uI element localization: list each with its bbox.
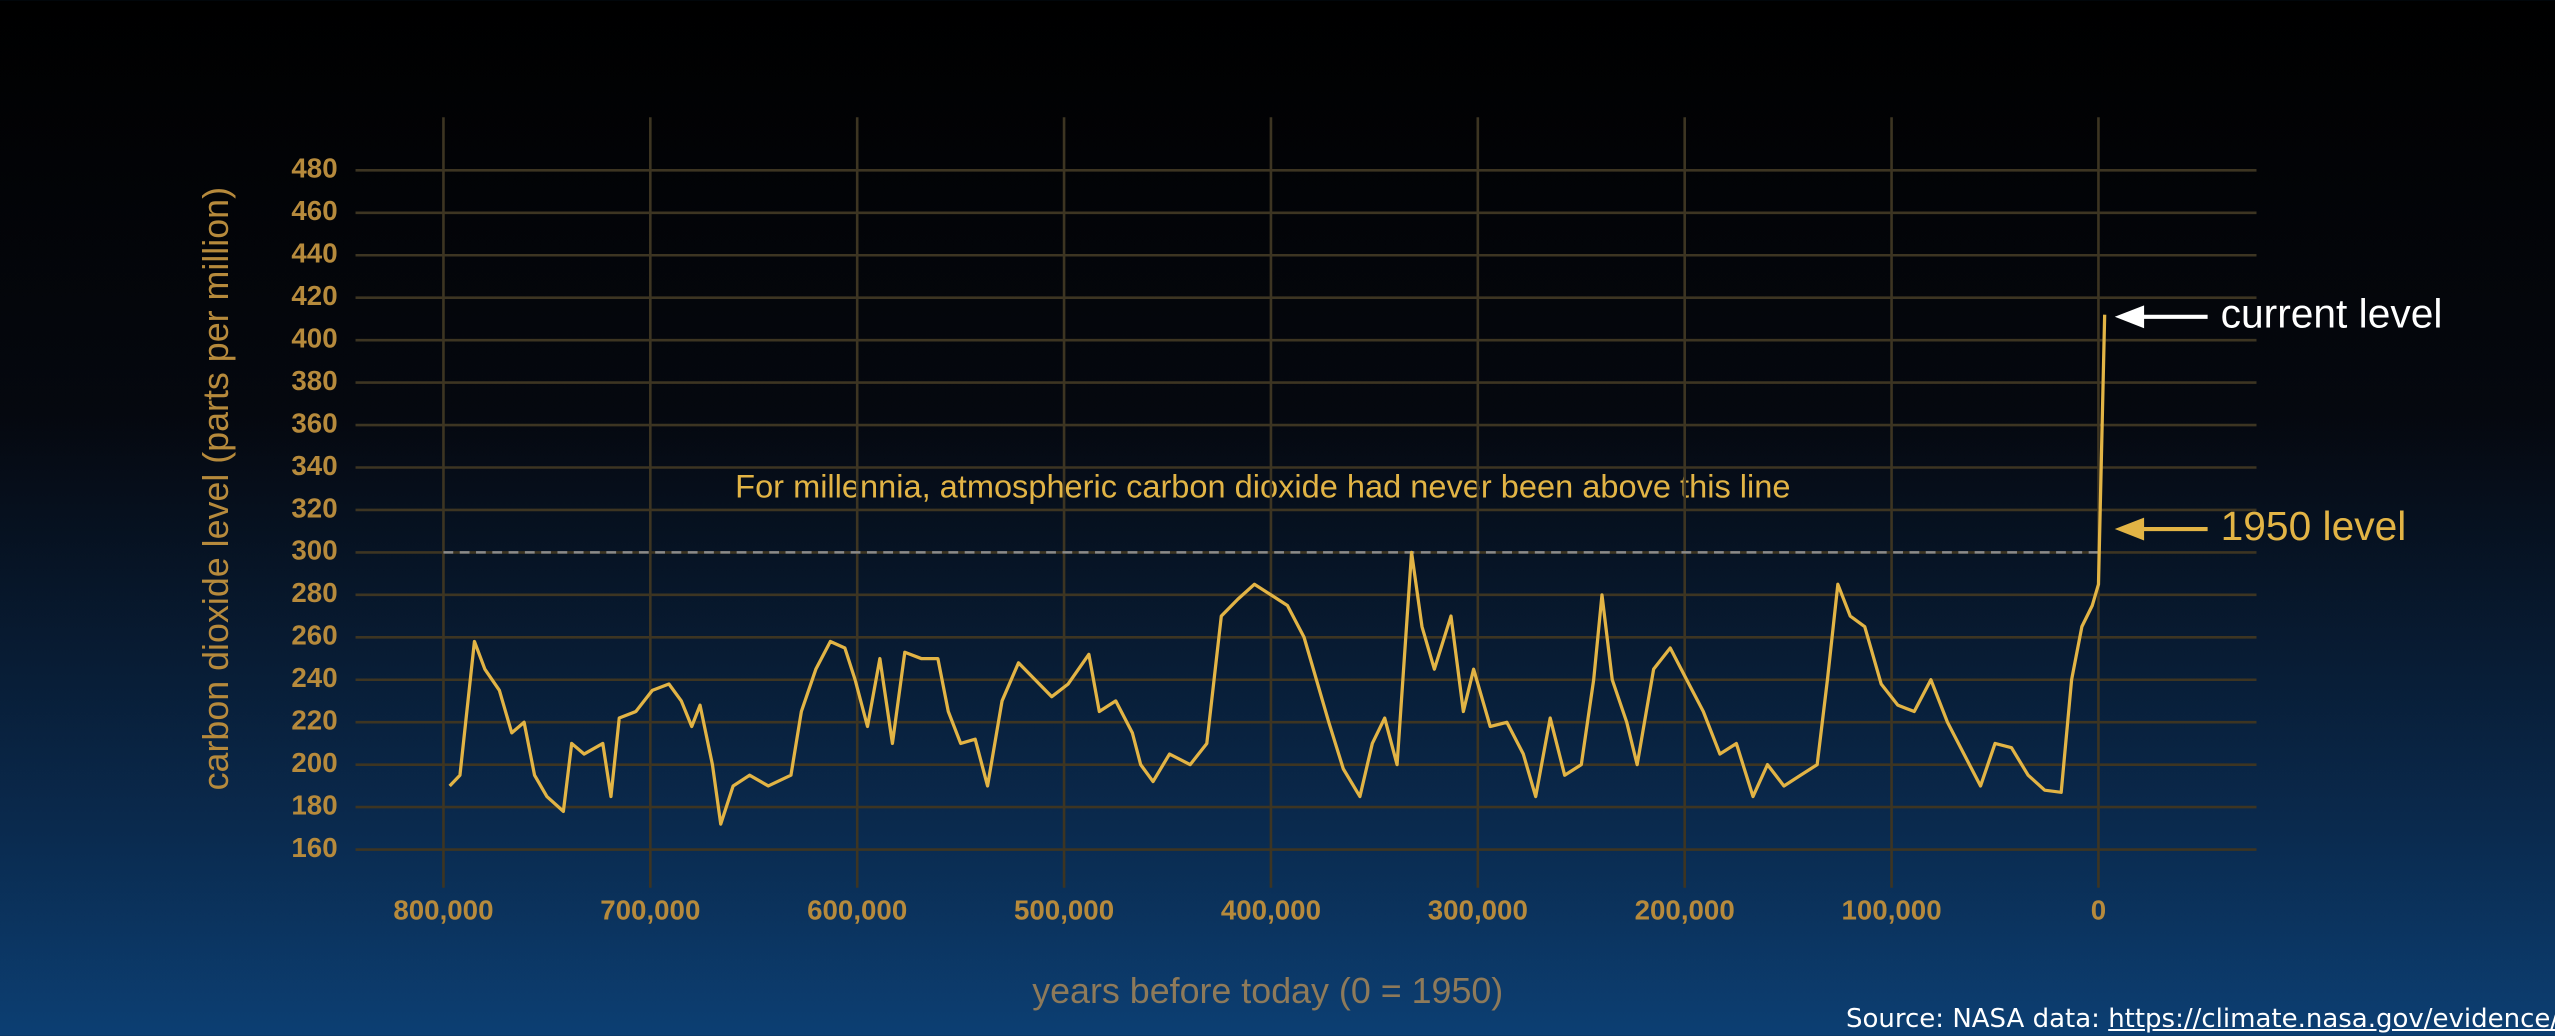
x-tick-label: 800,000 bbox=[393, 895, 493, 926]
y-tick-label: 460 bbox=[291, 195, 337, 226]
y-tick-label: 280 bbox=[291, 577, 337, 608]
y-tick-label: 320 bbox=[291, 492, 337, 523]
y-tick-label: 360 bbox=[291, 407, 337, 438]
y-tick-label: 440 bbox=[291, 238, 337, 269]
source-link[interactable]: https://climate.nasa.gov/evidence/ bbox=[2108, 1004, 2555, 1034]
x-axis-label: years before today (0 = 1950) bbox=[1032, 971, 1503, 1011]
y-tick-label: 380 bbox=[291, 365, 337, 396]
y-tick-label: 240 bbox=[291, 662, 337, 693]
x-tick-label: 600,000 bbox=[807, 895, 907, 926]
y-tick-label: 340 bbox=[291, 450, 337, 481]
y-tick-label: 160 bbox=[291, 832, 337, 863]
y-tick-label: 260 bbox=[291, 620, 337, 651]
source-label: Source: NASA data: bbox=[1846, 1004, 2100, 1034]
source: Source: NASA data: https://climate.nasa.… bbox=[1846, 1004, 2555, 1034]
y-tick-label: 200 bbox=[291, 747, 337, 778]
x-tick-label: 0 bbox=[2091, 895, 2106, 926]
reference-text: For millennia, atmospheric carbon dioxid… bbox=[735, 468, 1790, 504]
x-tick-label: 200,000 bbox=[1635, 895, 1735, 926]
y-tick-label: 300 bbox=[291, 535, 337, 566]
x-tick-label: 100,000 bbox=[1842, 895, 1942, 926]
arrow-head bbox=[2114, 517, 2145, 541]
y-tick-label: 400 bbox=[291, 322, 337, 353]
x-tick-label: 700,000 bbox=[600, 895, 700, 926]
x-tick-label: 300,000 bbox=[1428, 895, 1528, 926]
annotation-text: current level bbox=[2221, 291, 2443, 337]
y-tick-label: 220 bbox=[291, 705, 337, 736]
x-tick-label: 500,000 bbox=[1014, 895, 1114, 926]
annotation-text: 1950 level bbox=[2221, 503, 2407, 549]
y-axis-label: carbon dioxide level (parts per million) bbox=[196, 187, 236, 790]
data-line bbox=[448, 314, 2107, 826]
arrow-head bbox=[2114, 305, 2145, 329]
y-tick-label: 480 bbox=[291, 153, 337, 184]
x-tick-label: 400,000 bbox=[1221, 895, 1321, 926]
y-tick-label: 180 bbox=[291, 789, 337, 820]
y-tick-label: 420 bbox=[291, 280, 337, 311]
